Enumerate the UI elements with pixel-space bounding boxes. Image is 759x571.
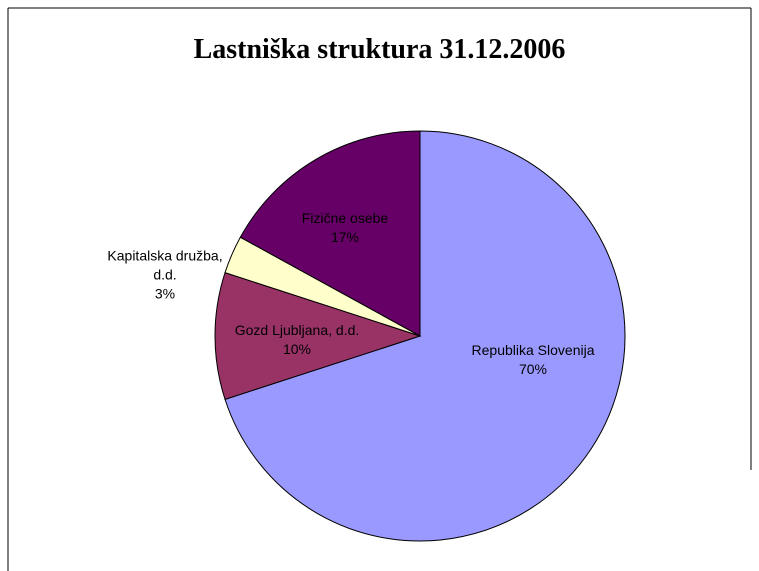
- value-label: 10%: [282, 341, 312, 357]
- chart-title: Lastniška struktura 31.12.2006: [193, 34, 566, 65]
- category-label: Fizične osebe: [301, 210, 389, 226]
- value-label: 70%: [518, 361, 548, 377]
- slice-label: Kapitalska družba, d.d. 3%: [100, 247, 230, 304]
- category-label: Republika Slovenija: [471, 342, 595, 358]
- pie-slice: [214, 272, 422, 400]
- category-label: Kapitalska družba, d.d.: [107, 247, 223, 283]
- slice-label: Republika Slovenija 70%: [468, 341, 598, 379]
- pie-slice: [239, 130, 421, 337]
- pie-slice: [224, 130, 626, 542]
- value-label: 3%: [154, 285, 176, 302]
- category-label: Gozd Ljubljana, d.d.: [234, 322, 360, 338]
- slice-label: Gozd Ljubljana, d.d. 10%: [232, 321, 362, 359]
- value-label: 17%: [330, 229, 360, 245]
- slice-label: Fizične osebe 17%: [280, 209, 410, 247]
